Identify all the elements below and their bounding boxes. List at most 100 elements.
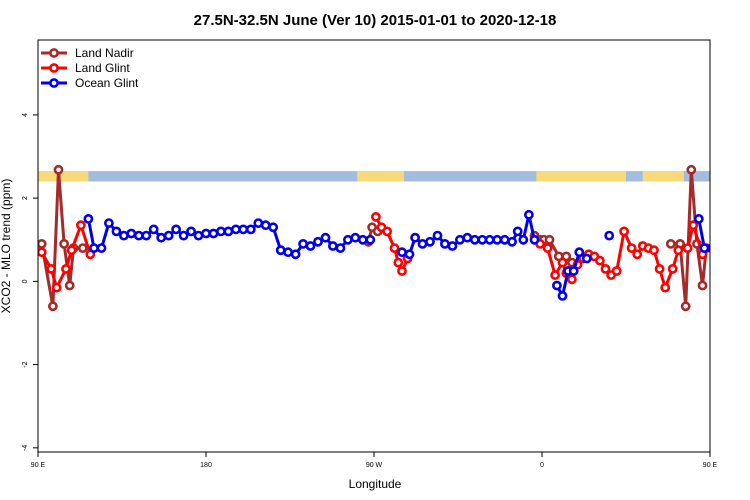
- data-point: [389, 243, 400, 253]
- data-point: [283, 247, 293, 258]
- legend-label: Land Glint: [75, 61, 130, 75]
- data-point: [600, 263, 611, 274]
- data-point: [550, 270, 560, 280]
- legend-item: Land Glint: [41, 61, 130, 75]
- surface-band-land: [38, 171, 89, 182]
- data-point: [61, 263, 71, 274]
- data-point: [133, 230, 144, 241]
- surface-band-land: [357, 171, 404, 182]
- data-point: [568, 266, 579, 276]
- data-point: [492, 234, 503, 245]
- data-point: [83, 213, 94, 224]
- data-point: [350, 232, 361, 243]
- y-tick-label: -2: [22, 361, 29, 367]
- data-point: [215, 226, 226, 237]
- data-point: [518, 234, 529, 245]
- data-point: [104, 218, 114, 228]
- data-point: [59, 238, 69, 249]
- data-point: [567, 274, 577, 285]
- data-point: [370, 211, 381, 222]
- y-tick-label: 2: [22, 196, 29, 200]
- data-point: [604, 230, 615, 241]
- plot-frame: [37, 39, 711, 453]
- data-point: [688, 220, 699, 231]
- data-point: [626, 243, 637, 253]
- data-point: [619, 226, 629, 237]
- data-point: [76, 220, 86, 231]
- data-point: [335, 243, 346, 253]
- data-point: [313, 236, 323, 247]
- data-point: [96, 243, 107, 253]
- data-point: [524, 209, 534, 220]
- data-point: [48, 301, 58, 312]
- data-point: [305, 241, 316, 251]
- data-point: [746, 232, 750, 239]
- surface-band-land: [642, 171, 684, 182]
- data-point: [484, 234, 495, 245]
- data-point: [397, 266, 407, 276]
- data-point: [499, 234, 510, 245]
- data-point: [682, 243, 693, 253]
- data-point: [393, 257, 404, 268]
- data-point: [632, 249, 643, 260]
- data-point: [148, 224, 159, 235]
- data-point: [529, 234, 540, 245]
- x-tick-label: 90 W: [366, 462, 383, 469]
- data-point: [673, 245, 684, 256]
- data-point: [111, 226, 122, 237]
- data-point: [469, 234, 480, 245]
- data-point: [245, 224, 256, 235]
- data-point: [193, 230, 204, 241]
- data-point: [707, 243, 710, 253]
- data-point: [38, 247, 47, 258]
- data-point: [201, 228, 211, 239]
- data-point: [731, 232, 738, 239]
- data-point: [404, 249, 415, 260]
- data-point: [171, 224, 181, 235]
- y-tick-label: 4: [22, 113, 29, 117]
- data-point: [581, 253, 592, 264]
- legend-label: Land Nadir: [75, 46, 134, 60]
- data-point: [439, 238, 450, 249]
- data-point: [680, 301, 691, 312]
- data-point: [46, 263, 56, 274]
- data-point: [574, 247, 585, 258]
- data-point: [327, 241, 338, 251]
- data-point: [186, 226, 196, 237]
- data-point: [654, 263, 665, 274]
- legend-swatch-point: [49, 63, 59, 73]
- data-point: [432, 230, 443, 241]
- data-point: [397, 247, 407, 258]
- y-tick-label: 0: [22, 279, 29, 283]
- surface-band: [38, 171, 710, 182]
- data-point: [365, 234, 376, 245]
- data-point: [686, 164, 697, 175]
- data-point: [712, 245, 719, 252]
- y-axis-label: XCO2 - MLO trend (ppm): [0, 179, 13, 314]
- data-point: [667, 263, 678, 274]
- data-point: [64, 280, 75, 291]
- x-axis: 90 E 180 90 W 0 90 E: [31, 452, 718, 469]
- x-axis-label: Longitude: [349, 477, 402, 491]
- data-point: [447, 241, 458, 251]
- data-point: [53, 164, 64, 175]
- data-point: [51, 282, 62, 293]
- data-point: [557, 290, 568, 301]
- x-tick-label: 0: [540, 462, 544, 469]
- data-point: [290, 249, 301, 260]
- data-point: [512, 226, 523, 237]
- data-point: [697, 280, 708, 291]
- data-point: [693, 213, 704, 224]
- data-point: [649, 245, 659, 256]
- data-point: [557, 257, 568, 268]
- y-tick-label: -4: [22, 445, 29, 451]
- data-point: [275, 245, 286, 256]
- x-tick-label: 90 E: [703, 462, 718, 469]
- data-point: [462, 232, 473, 243]
- legend-item: Land Nadir: [41, 46, 134, 60]
- data-point: [38, 239, 47, 249]
- legend-label: Ocean Glint: [75, 76, 139, 90]
- data-point: [66, 245, 77, 256]
